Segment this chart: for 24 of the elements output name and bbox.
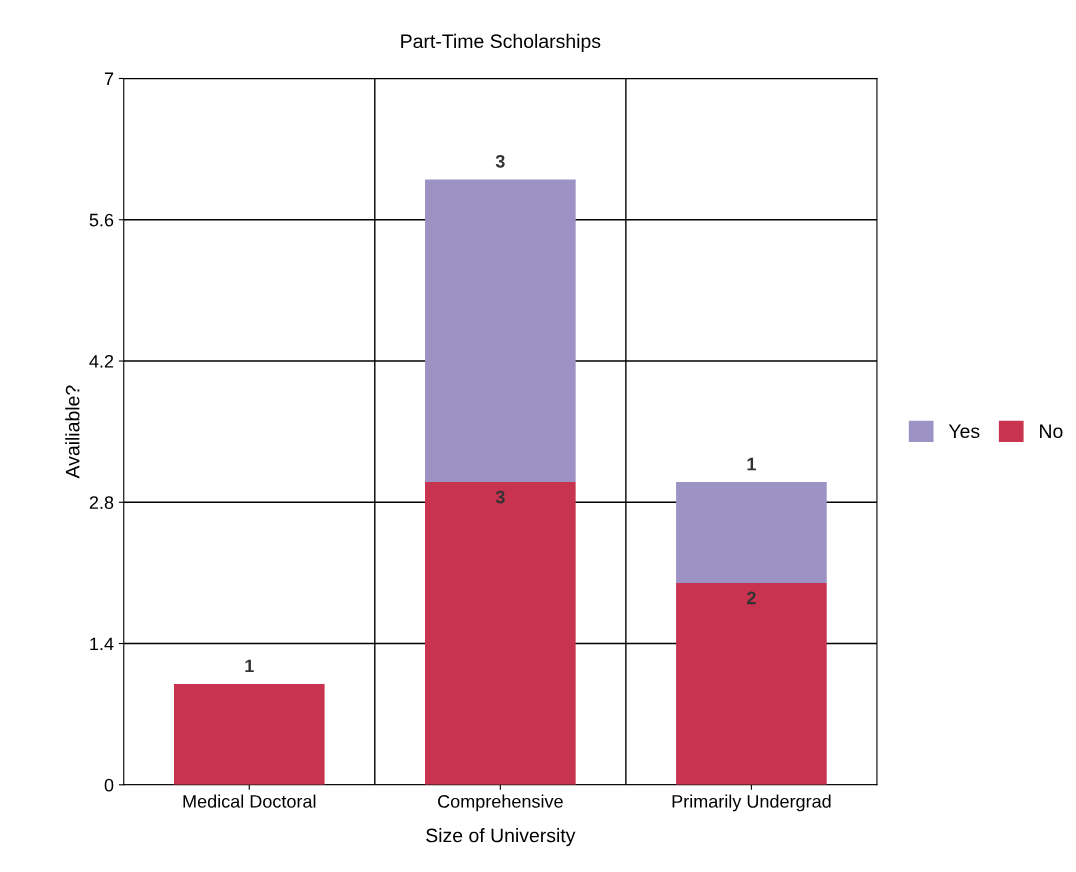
data-label: 1 <box>747 457 756 471</box>
legend-label: No <box>1040 424 1063 439</box>
bar <box>676 482 827 583</box>
y-tick-label: 0 <box>104 778 114 792</box>
bar <box>173 683 325 785</box>
data-label: 3 <box>495 490 505 504</box>
y-tick-label: 7 <box>104 72 114 86</box>
y-tick-label: 2.8 <box>89 496 114 509</box>
y-tick-label: 5.6 <box>89 213 114 227</box>
bar <box>425 482 576 785</box>
x-tick-label: Medical Doctoral <box>183 794 316 808</box>
bar <box>425 179 576 483</box>
data-label: 3 <box>495 154 505 168</box>
data-label: 1 <box>245 659 254 673</box>
data-label: 2 <box>747 591 756 605</box>
y-tick-label: 4.2 <box>89 354 114 368</box>
y-axis-title: Availiable? <box>65 385 80 479</box>
chart-title: Part-Time Scholarships <box>401 33 601 52</box>
x-axis-title: Size of University <box>426 828 576 847</box>
x-tick-label: Primarily Undergrad <box>672 794 831 812</box>
bar <box>676 582 827 785</box>
x-tick-label: Comprehensive <box>438 794 563 812</box>
legend-label: Yes <box>948 424 980 439</box>
y-tick-label: 1.4 <box>90 637 114 651</box>
